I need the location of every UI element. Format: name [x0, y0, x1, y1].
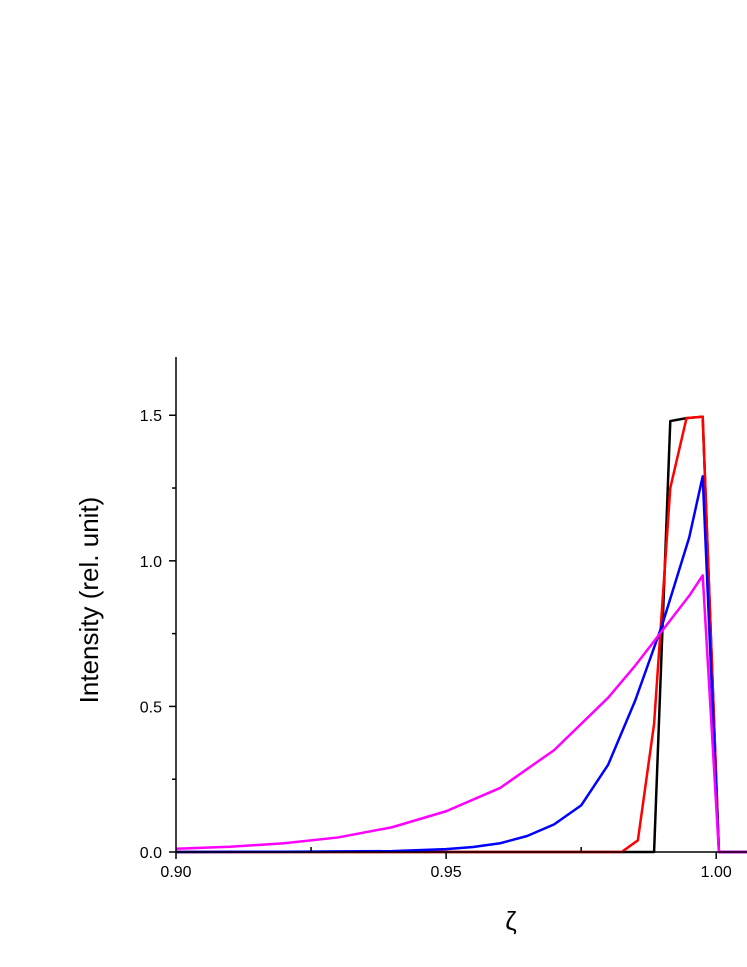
- series-line: [176, 574, 747, 854]
- y-tick-label: 0.5: [140, 699, 162, 716]
- y-tick-label: 0.0: [140, 845, 162, 862]
- series-line: [176, 475, 747, 854]
- x-tick-label: 1.00: [701, 864, 732, 881]
- y-tick-label: 1.5: [140, 408, 162, 425]
- x-tick-label: 0.95: [431, 864, 462, 881]
- y-tick-label: 1.0: [140, 554, 162, 571]
- series-line: [176, 415, 747, 854]
- x-axis-title: ζ: [505, 906, 516, 936]
- y-axis-title: Intensity (rel. unit): [74, 497, 104, 704]
- x-tick-label: 0.90: [160, 864, 191, 881]
